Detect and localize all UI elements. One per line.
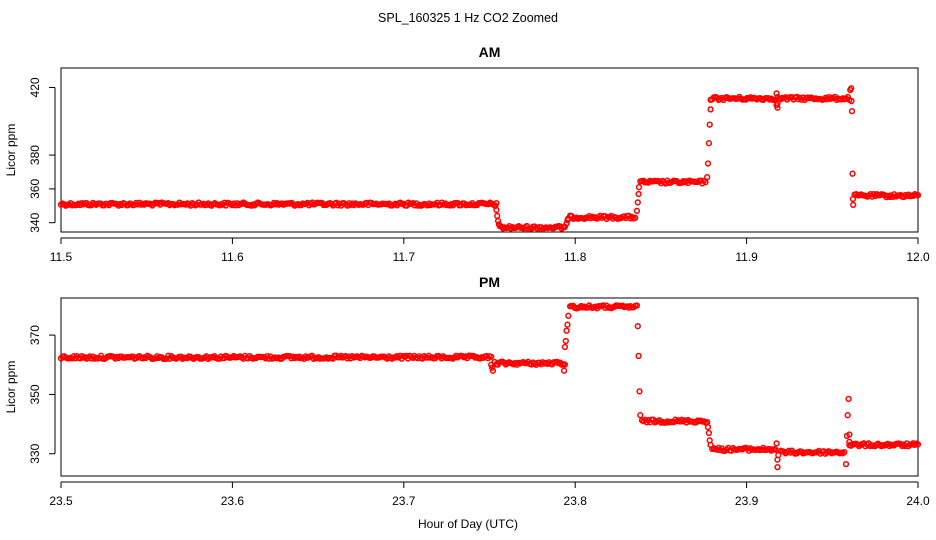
data-point bbox=[704, 160, 712, 167]
data-point bbox=[561, 343, 569, 351]
x-axis-label: Hour of Day (UTC) bbox=[418, 517, 518, 531]
data-point bbox=[707, 441, 714, 449]
data-point bbox=[489, 367, 497, 374]
data-point bbox=[707, 106, 714, 113]
panel-pm: PM Licor ppm 23.5 23.6 23.7 23.8 23.9 24.0 330 35… bbox=[4, 274, 930, 508]
data-point bbox=[493, 206, 500, 214]
data-point bbox=[914, 441, 922, 448]
y-axis-label-am: Licor ppm bbox=[4, 124, 18, 177]
data-point bbox=[495, 221, 503, 228]
data-point bbox=[849, 195, 857, 203]
data-point bbox=[633, 302, 641, 309]
x-tick-label-pm: 23.9 bbox=[735, 494, 759, 508]
x-tick-label-am: 11.8 bbox=[564, 250, 587, 264]
data-point bbox=[842, 460, 850, 468]
data-point bbox=[633, 207, 641, 215]
data-point bbox=[704, 423, 712, 431]
x-tick-label-pm: 23.7 bbox=[392, 494, 416, 508]
data-point bbox=[774, 463, 781, 471]
figure-title: SPL_160325 1 Hz CO2 Zoomed bbox=[378, 11, 558, 25]
data-point bbox=[774, 100, 781, 107]
data-point bbox=[850, 201, 857, 209]
x-tick-label-am: 11.6 bbox=[221, 250, 244, 264]
data-point bbox=[561, 361, 569, 368]
y-tick-label-am: 340 bbox=[28, 212, 42, 232]
y-tick-label-am: 380 bbox=[28, 145, 42, 165]
y-tick-label-pm: 330 bbox=[28, 443, 42, 463]
data-point bbox=[488, 361, 495, 368]
data-point bbox=[844, 412, 851, 419]
panel-am: AM Licor ppm 11.5 11.6 11.7 11.8 11.9 12.0 340 36… bbox=[4, 44, 930, 264]
data-point bbox=[706, 121, 713, 128]
data-point bbox=[704, 173, 711, 181]
x-tick-label-am: 12.0 bbox=[906, 250, 930, 264]
data-point bbox=[848, 107, 856, 115]
data-point bbox=[635, 184, 643, 191]
plot-frame-pm bbox=[60, 297, 919, 477]
x-tick-label-pm: 23.6 bbox=[221, 494, 245, 508]
x-tick-label-am: 11.9 bbox=[735, 250, 758, 264]
data-point bbox=[637, 412, 644, 419]
data-point bbox=[494, 212, 501, 220]
y-tick-label-am: 360 bbox=[28, 179, 42, 199]
data-point bbox=[560, 367, 568, 374]
x-tick-label-pm: 23.8 bbox=[564, 494, 588, 508]
data-point bbox=[564, 321, 571, 328]
data-point bbox=[635, 190, 642, 198]
data-points-am bbox=[57, 85, 922, 233]
data-point bbox=[848, 97, 855, 105]
y-tick-label-pm: 350 bbox=[28, 384, 42, 404]
data-point bbox=[563, 327, 570, 334]
data-point bbox=[565, 215, 572, 222]
data-point bbox=[773, 440, 780, 447]
x-tick-label-am: 11.7 bbox=[393, 250, 416, 264]
data-points-pm bbox=[57, 302, 922, 471]
panel-title-pm: PM bbox=[479, 274, 500, 290]
data-point bbox=[845, 395, 852, 403]
data-point bbox=[846, 431, 853, 438]
data-point bbox=[705, 140, 713, 147]
x-tick-label-pm: 23.5 bbox=[49, 494, 73, 508]
y-tick-label-am: 420 bbox=[28, 77, 42, 97]
panel-title-am: AM bbox=[479, 44, 501, 60]
data-point bbox=[702, 179, 709, 186]
x-tick-label-pm: 24.0 bbox=[906, 494, 930, 508]
x-tick-label-am: 11.5 bbox=[50, 250, 73, 264]
y-tick-label-pm: 370 bbox=[28, 325, 42, 345]
data-point bbox=[565, 312, 572, 319]
data-point bbox=[488, 353, 495, 360]
y-axis-label-pm: Licor ppm bbox=[4, 361, 18, 414]
data-point bbox=[846, 438, 853, 446]
data-point bbox=[634, 199, 641, 206]
data-point bbox=[632, 214, 639, 221]
data-point bbox=[562, 337, 569, 345]
data-point bbox=[635, 352, 642, 360]
data-point bbox=[841, 448, 848, 456]
data-point bbox=[848, 85, 855, 92]
data-point bbox=[488, 364, 496, 371]
plot-frame-am bbox=[60, 67, 919, 233]
data-point bbox=[636, 388, 643, 395]
data-point bbox=[914, 191, 922, 199]
data-point bbox=[775, 452, 782, 459]
data-point bbox=[494, 217, 502, 225]
data-point bbox=[849, 170, 856, 177]
data-point bbox=[773, 90, 780, 97]
data-point bbox=[634, 323, 641, 330]
data-point bbox=[705, 429, 713, 437]
